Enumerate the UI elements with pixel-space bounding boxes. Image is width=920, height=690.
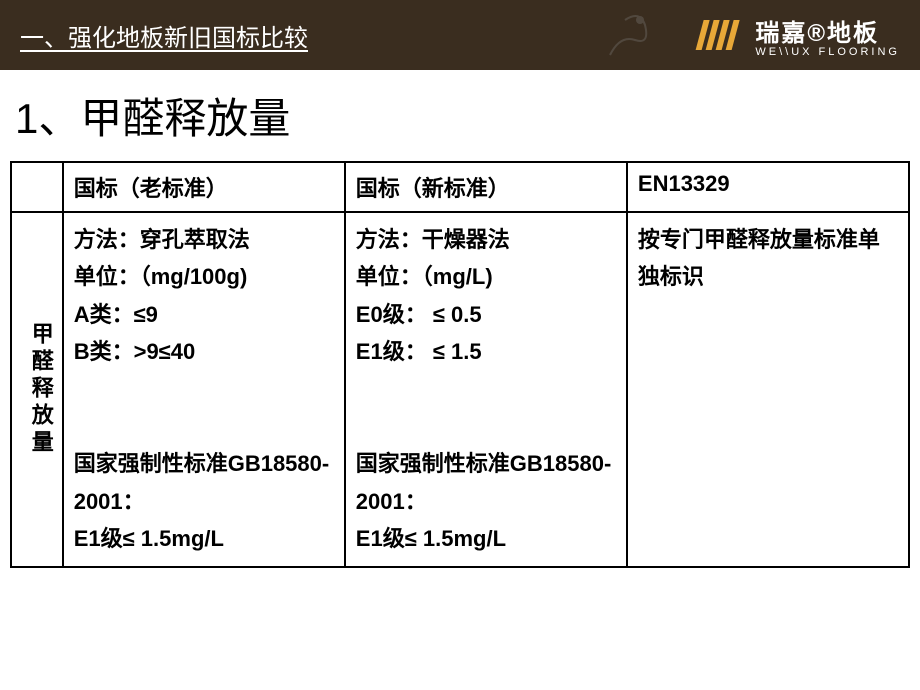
cell-new-standard: 方法：干燥器法单位：（mg/L)E0级： ≤ 0.5E1级： ≤ 1.5国家强制… — [345, 212, 627, 567]
logo-chinese: 瑞嘉®地板 — [755, 13, 900, 48]
main-title: 1、甲醛释放量 — [10, 85, 910, 146]
brand-logo: 瑞嘉®地板 WE\\UX FLOORING — [695, 13, 900, 58]
header-en-standard: EN13329 — [627, 162, 909, 212]
slide-header: 一、强化地板新旧国标比较 瑞嘉®地板 WE\\UX FLOORING — [0, 0, 920, 70]
cell-old-content: 方法：穿孔萃取法单位：（mg/100g)A类：≤9B类：>9≤40国家强制性标准… — [74, 221, 334, 558]
cell-en-content: 按专门甲醛释放量标准单独标识 — [638, 221, 898, 296]
table-header-row: 国标（老标准） 国标（新标准） EN13329 — [11, 162, 909, 212]
cell-old-standard: 方法：穿孔萃取法单位：（mg/100g)A类：≤9B类：>9≤40国家强制性标准… — [63, 212, 345, 567]
logo-icon — [695, 15, 745, 55]
slide-content: 1、甲醛释放量 国标（老标准） 国标（新标准） EN13329 甲醛释放量 方法… — [0, 70, 920, 568]
row-label: 甲醛释放量 — [11, 212, 63, 567]
decorative-flourish — [600, 5, 660, 65]
logo-english: WE\\UX FLOORING — [755, 46, 900, 58]
table-data-row: 甲醛释放量 方法：穿孔萃取法单位：（mg/100g)A类：≤9B类：>9≤40国… — [11, 212, 909, 567]
cell-new-content: 方法：干燥器法单位：（mg/L)E0级： ≤ 0.5E1级： ≤ 1.5国家强制… — [356, 221, 616, 558]
cell-en-standard: 按专门甲醛释放量标准单独标识 — [627, 212, 909, 567]
header-title: 一、强化地板新旧国标比较 — [20, 18, 308, 53]
comparison-table: 国标（老标准） 国标（新标准） EN13329 甲醛释放量 方法：穿孔萃取法单位… — [10, 161, 910, 568]
logo-text: 瑞嘉®地板 WE\\UX FLOORING — [755, 13, 900, 58]
header-empty — [11, 162, 63, 212]
header-old-standard: 国标（老标准） — [63, 162, 345, 212]
header-new-standard: 国标（新标准） — [345, 162, 627, 212]
